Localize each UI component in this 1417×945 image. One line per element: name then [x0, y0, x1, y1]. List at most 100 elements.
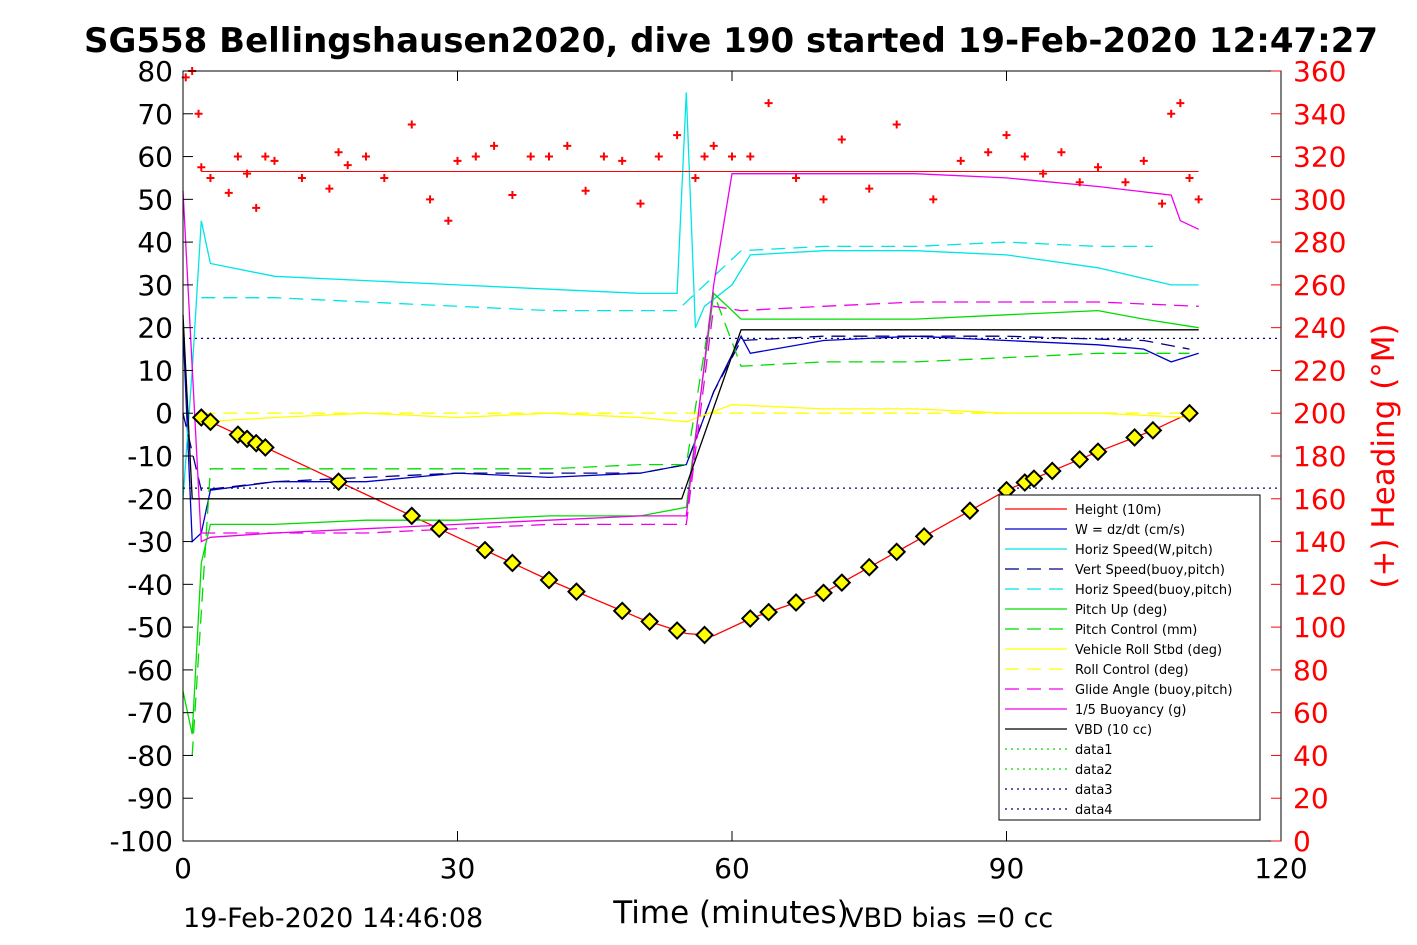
y-left-tick-label: 70	[137, 98, 173, 131]
series-line-glide-angle-buoy-pitch	[201, 301, 1199, 534]
legend-label-glide-angle-buoy-pitch: Glide Angle (buoy,pitch)	[1075, 683, 1233, 698]
heading-point	[197, 163, 206, 172]
y-left-tick-label: 50	[137, 183, 173, 216]
heading-point	[380, 173, 389, 182]
legend-label-pitch-up-deg: Pitch Up (deg)	[1075, 603, 1167, 618]
y-right-tick-label: 60	[1293, 697, 1329, 730]
heading-point	[206, 173, 215, 182]
footer-timestamp: 19-Feb-2020 14:46:08	[183, 903, 483, 934]
diamond-marker	[429, 519, 449, 539]
heading-point	[1158, 199, 1167, 208]
x-tick-label: 90	[989, 852, 1025, 885]
heading-point	[270, 156, 279, 165]
heading-point	[1075, 178, 1084, 187]
legend-label-horiz-speed-buoy-pitch: Horiz Speed(buoy,pitch)	[1075, 583, 1232, 598]
diamond-marker	[1070, 450, 1090, 469]
diamond-marker	[567, 582, 586, 602]
legend-label-height-10m: Height (10m)	[1075, 503, 1161, 518]
heading-point	[233, 152, 242, 161]
y-left-tick-label: -10	[127, 440, 173, 473]
heading-point	[984, 148, 993, 157]
diamond-marker	[1180, 403, 1199, 423]
heading-point	[297, 173, 306, 182]
series-line-vert-speed-buoy-pitch	[182, 335, 1190, 491]
legend: Height (10m) W = dz/dt (cm/s) Horiz Speed(…	[998, 494, 1261, 821]
legend-label-data4: data4	[1075, 803, 1113, 818]
heading-point	[453, 156, 462, 165]
x-tick-label: 60	[714, 852, 750, 885]
legend-label-w-dz-dt-cm-s: W = dz/dt (cm/s)	[1075, 523, 1185, 538]
heading-point	[471, 152, 480, 161]
y-right-tick-label: 240	[1293, 312, 1346, 345]
heading-point	[224, 188, 233, 197]
heading-point	[426, 195, 435, 204]
heading-point	[1139, 156, 1148, 165]
y-left-tick-label: 80	[137, 55, 173, 88]
heading-point	[490, 141, 499, 150]
y-right-tick-label: 20	[1293, 782, 1329, 815]
heading-point	[728, 152, 736, 161]
y-left-tick-label: -30	[127, 526, 173, 559]
diamond-marker	[740, 609, 760, 628]
y-left-tick-label: -90	[127, 782, 173, 815]
heading-point	[709, 141, 718, 150]
legend-label-data2: data2	[1075, 763, 1113, 778]
heading-point	[654, 152, 663, 161]
heading-point	[1121, 178, 1130, 187]
y-right-tick-label: 80	[1293, 654, 1329, 687]
chart-title: SG558 Bellingshausen2020, dive 190 start…	[84, 21, 1378, 61]
series-line-horiz-speed-w-pitch	[182, 92, 1199, 499]
y-left-tick-label: -70	[127, 697, 173, 730]
heading-point	[599, 152, 608, 161]
footer-vbd-bias: VBD bias =0 cc	[845, 903, 1053, 934]
heading-point	[1039, 169, 1048, 178]
legend-label-horiz-speed-w-pitch: Horiz Speed(W,pitch)	[1075, 543, 1213, 558]
heading-point	[691, 173, 700, 182]
diamond-marker	[695, 625, 714, 645]
y-right-tick-label: 120	[1293, 568, 1346, 601]
diamond-marker	[246, 433, 266, 453]
y-axis-right-label: (+) Heading (°M)	[1366, 323, 1402, 588]
y-left-tick-label: 30	[137, 269, 173, 302]
diamond-marker	[255, 438, 275, 457]
diamond-marker	[859, 557, 879, 577]
diamond-marker	[1143, 420, 1163, 440]
diamond-marker	[914, 527, 934, 546]
x-axis-label: Time (minutes)	[612, 895, 848, 931]
heading-point	[563, 141, 572, 150]
y-left-tick-label: 0	[155, 397, 173, 430]
y-right-tick-label: 340	[1293, 98, 1346, 131]
heading-point	[261, 152, 270, 161]
diamond-marker	[960, 501, 980, 521]
heading-point	[194, 109, 203, 118]
y-left-tick-label: -20	[127, 483, 173, 516]
y-right-tick-label: 160	[1293, 483, 1346, 516]
legend-label-vert-speed-buoy-pitch: Vert Speed(buoy,pitch)	[1075, 563, 1225, 578]
heading-point	[892, 120, 901, 129]
y-right-tick-label: 40	[1293, 739, 1329, 772]
series-line-pitch-up-deg	[182, 292, 1199, 735]
y-left-tick-label: -50	[127, 611, 173, 644]
y-right-tick-label: 140	[1293, 526, 1346, 559]
series-line-horiz-speed-buoy-pitch	[201, 241, 1153, 312]
y-right-tick-label: 100	[1293, 611, 1346, 644]
heading-point	[618, 156, 627, 165]
diamond-marker	[640, 612, 660, 631]
x-tick-label: 0	[174, 852, 192, 885]
series-line-height-10m	[201, 412, 1190, 637]
heading-point	[929, 195, 938, 204]
diamond-marker	[475, 540, 495, 560]
diamond-marker-layer	[191, 403, 1199, 645]
legend-label-1-5-buoyancy-g: 1/5 Buoyancy (g)	[1075, 703, 1186, 718]
y-right-tick-label: 200	[1293, 397, 1346, 430]
heading-point	[444, 216, 453, 225]
heading-point	[792, 173, 801, 182]
heading-point	[334, 148, 343, 157]
heading-point	[1057, 148, 1066, 157]
heading-point	[343, 161, 352, 170]
heading-point	[1194, 195, 1203, 204]
heading-point	[1167, 109, 1176, 118]
heading-point	[1176, 99, 1185, 108]
y-right-tick-label: 0	[1293, 825, 1311, 858]
